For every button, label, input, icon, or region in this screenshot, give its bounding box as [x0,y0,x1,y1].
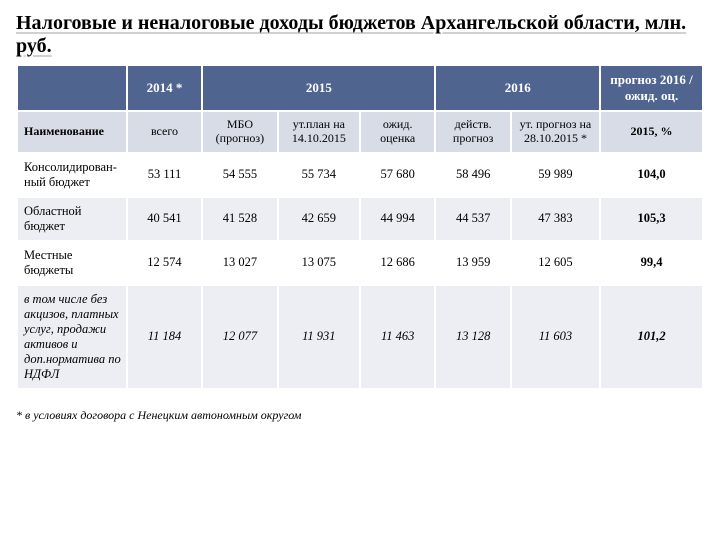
cell-pct: 99,4 [600,241,703,285]
cell-pct: 101,2 [600,285,703,389]
cell: 13 027 [202,241,277,285]
cell-pct: 105,3 [600,197,703,241]
col-deist: действ. прогноз [435,111,510,153]
page-title: Налоговые и неналоговые доходы бюджетов … [16,12,704,58]
budget-table: 2014 * 2015 2016 прогноз 2016 / ожид. оц… [16,64,704,390]
col-utprog: ут. прогноз на 28.10.2015 * [511,111,600,153]
col-vsego: всего [127,111,202,153]
cell-pct: 104,0 [600,153,703,197]
cell: 44 994 [360,197,435,241]
cell: 11 463 [360,285,435,389]
table-row: Консолидирован-ный бюджет 53 111 54 555 … [17,153,703,197]
header-row-1: 2014 * 2015 2016 прогноз 2016 / ожид. оц… [17,65,703,111]
header-2016: 2016 [435,65,600,111]
row-name: Консолидирован-ный бюджет [17,153,127,197]
cell: 11 603 [511,285,600,389]
col-pct: 2015, % [600,111,703,153]
cell: 12 077 [202,285,277,389]
header-row-2: Наименование всего МБО (прогноз) ут.план… [17,111,703,153]
header-2014: 2014 * [127,65,202,111]
cell: 54 555 [202,153,277,197]
table-row: в том числе без акцизов, платных услуг, … [17,285,703,389]
cell: 13 075 [278,241,360,285]
cell: 12 574 [127,241,202,285]
cell: 57 680 [360,153,435,197]
cell: 42 659 [278,197,360,241]
cell: 13 128 [435,285,510,389]
cell: 12 686 [360,241,435,285]
header-blank [17,65,127,111]
header-2015: 2015 [202,65,435,111]
row-name: Областной бюджет [17,197,127,241]
col-mbo: МБО (прогноз) [202,111,277,153]
col-name: Наименование [17,111,127,153]
cell: 11 931 [278,285,360,389]
table-row: Местные бюджеты 12 574 13 027 13 075 12 … [17,241,703,285]
cell: 41 528 [202,197,277,241]
cell: 53 111 [127,153,202,197]
cell: 44 537 [435,197,510,241]
cell: 40 541 [127,197,202,241]
cell: 59 989 [511,153,600,197]
row-name: Местные бюджеты [17,241,127,285]
col-ozhid: ожид. оценка [360,111,435,153]
cell: 47 383 [511,197,600,241]
table-row: Областной бюджет 40 541 41 528 42 659 44… [17,197,703,241]
row-name: в том числе без акцизов, платных услуг, … [17,285,127,389]
cell: 55 734 [278,153,360,197]
cell: 58 496 [435,153,510,197]
col-utplan: ут.план на 14.10.2015 [278,111,360,153]
header-forecast: прогноз 2016 / ожид. оц. [600,65,703,111]
footnote: * в условиях договора с Ненецким автоном… [16,408,704,423]
cell: 12 605 [511,241,600,285]
cell: 11 184 [127,285,202,389]
cell: 13 959 [435,241,510,285]
